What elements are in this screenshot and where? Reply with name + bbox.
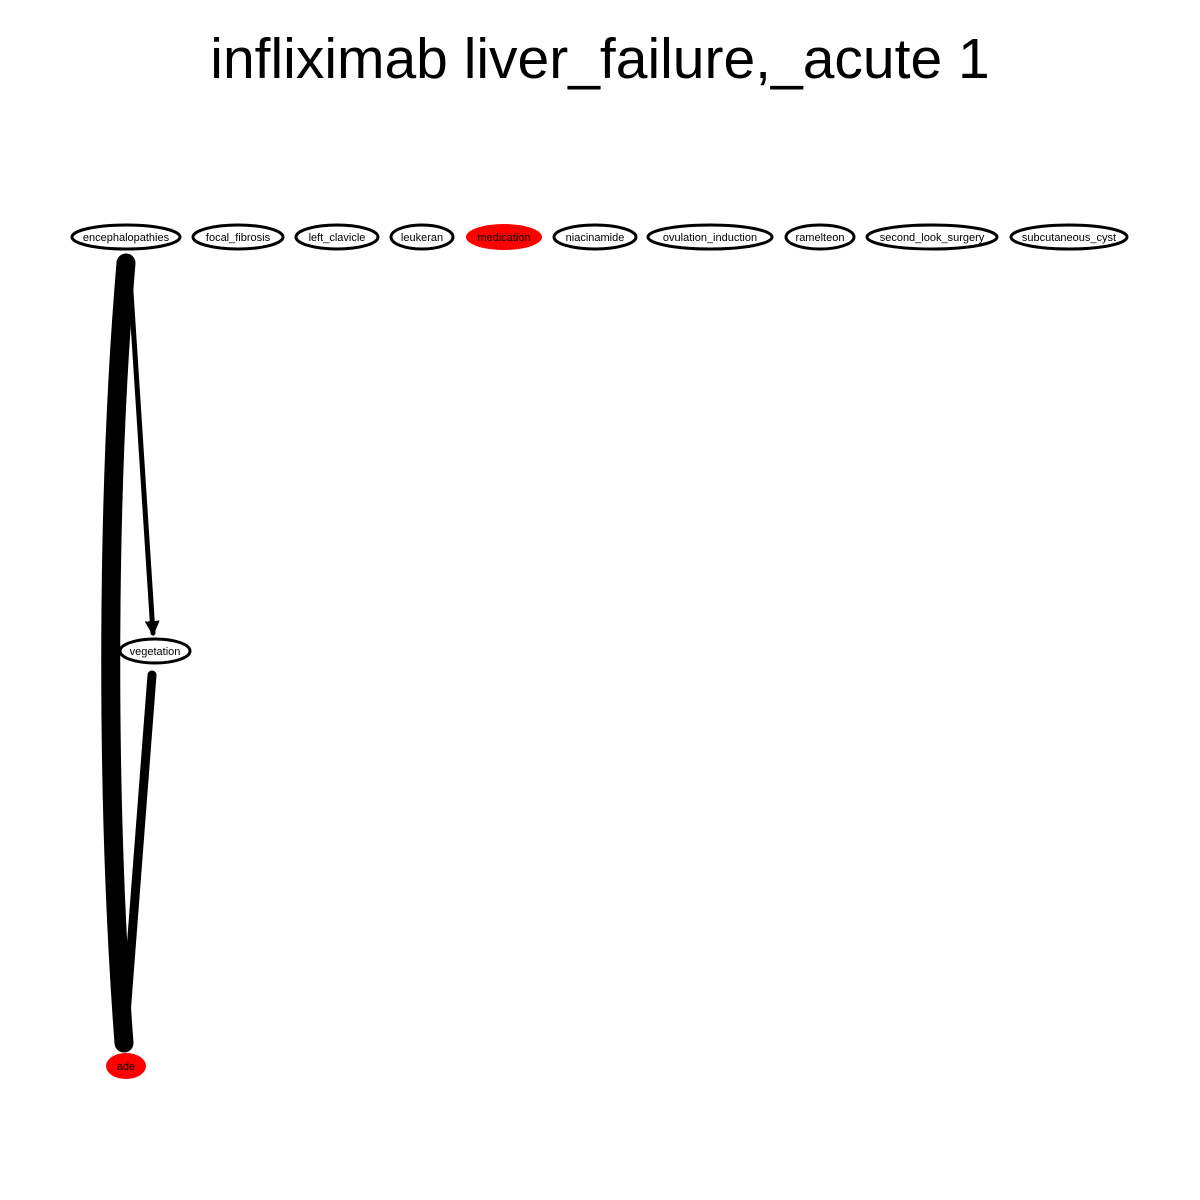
node-label-second_look_surgery: second_look_surgery [880,232,985,244]
node-left_clavicle[interactable]: left_clavicle [294,223,380,251]
node-shape-medication [466,224,542,250]
edge-encephalopathies-to-ade [101,253,136,1053]
node-label-focal_fibrosis: focal_fibrosis [206,232,271,244]
node-shape-encephalopathies [70,223,182,251]
node-shape-ade [106,1053,146,1079]
node-shape-niacinamide [552,223,638,251]
graph-title: infliximab liver_failure,_acute 1 [210,27,990,91]
edge-vegetation-to-ade [119,670,157,1046]
node-label-vegetation: vegetation [130,646,181,658]
node-shape-leukeran [389,223,455,251]
edge-encephalopathies-to-vegetation [126,258,160,636]
node-label-left_clavicle: left_clavicle [309,232,366,244]
edges-layer [101,253,160,1053]
node-ade[interactable]: ade [106,1053,146,1079]
node-label-subcutaneous_cyst: subcutaneous_cyst [1022,232,1116,244]
node-label-leukeran: leukeran [401,232,443,244]
node-label-niacinamide: niacinamide [566,232,625,244]
nodes-layer: encephalopathies focal_fibrosis left_clavi… [70,223,1129,1079]
node-label-ramelteon: ramelteon [796,232,845,244]
node-ramelteon[interactable]: ramelteon [784,223,856,251]
node-vegetation[interactable]: vegetation [118,637,192,665]
node-label-ovulation_induction: ovulation_induction [663,232,757,244]
node-encephalopathies[interactable]: encephalopathies [70,223,182,251]
node-ovulation_induction[interactable]: ovulation_induction [646,223,774,251]
node-second_look_surgery[interactable]: second_look_surgery [865,223,999,251]
node-label-medication: medication [477,232,530,244]
node-shape-ovulation_induction [646,223,774,251]
node-leukeran[interactable]: leukeran [389,223,455,251]
node-shape-left_clavicle [294,223,380,251]
node-medication[interactable]: medication [466,224,542,250]
node-shape-ramelteon [784,223,856,251]
node-label-ade: ade [117,1061,135,1073]
node-label-encephalopathies: encephalopathies [83,232,170,244]
node-subcutaneous_cyst[interactable]: subcutaneous_cyst [1009,223,1129,251]
node-niacinamide[interactable]: niacinamide [552,223,638,251]
node-focal_fibrosis[interactable]: focal_fibrosis [191,223,285,251]
node-shape-vegetation [118,637,192,665]
node-shape-subcutaneous_cyst [1009,223,1129,251]
node-shape-second_look_surgery [865,223,999,251]
node-shape-focal_fibrosis [191,223,285,251]
